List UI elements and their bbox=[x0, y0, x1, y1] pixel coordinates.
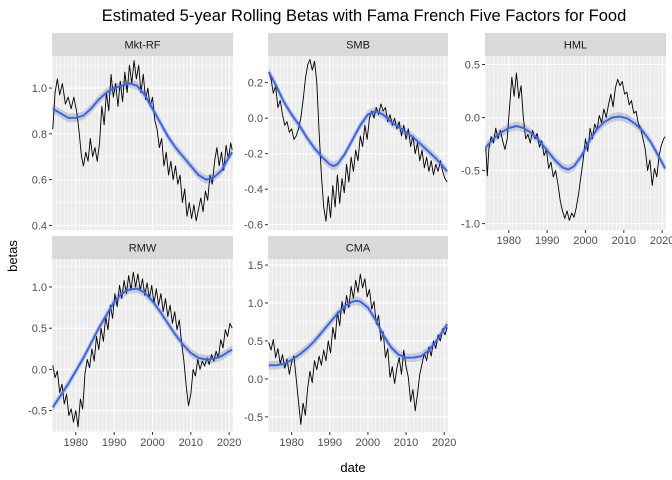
series-line-smooth bbox=[52, 287, 233, 408]
x-tick-label: 2020 bbox=[432, 437, 456, 449]
y-tick-label: 0.6 bbox=[32, 175, 47, 187]
facet-strip-label: Mkt-RF bbox=[124, 40, 160, 52]
x-tick-label: 1980 bbox=[64, 437, 88, 449]
y-tick-label: 0.0 bbox=[248, 113, 263, 125]
y-tick-label: 0.2 bbox=[248, 78, 263, 90]
panel-cma: CMA -0.5 0.0 0.5 1.0 1.5 1980 1990 2000 2010 2020 bbox=[244, 236, 456, 449]
y-tick-label: 1.0 bbox=[32, 83, 47, 95]
x-tick-label: 1990 bbox=[318, 437, 342, 449]
chart-title: Estimated 5-year Rolling Betas with Fama… bbox=[102, 7, 627, 25]
series-line-beta bbox=[268, 273, 448, 425]
x-tick-label: 2020 bbox=[650, 235, 672, 247]
y-tick-label: 1.5 bbox=[248, 260, 263, 272]
facet-panels: Mkt-RF 0.4 0.6 0.8 1.0 SMB -0.6 -0.4 -0.2 0.0 0.2 H… bbox=[28, 33, 672, 449]
y-tick-label: -0.2 bbox=[244, 149, 263, 161]
x-tick-label: 2000 bbox=[573, 235, 597, 247]
facet-strip-label: CMA bbox=[346, 243, 371, 255]
facet-strip bbox=[268, 33, 448, 56]
y-tick-label: 0.0 bbox=[248, 374, 263, 386]
y-tick-label: 0.0 bbox=[465, 113, 480, 125]
x-axis-label: date bbox=[340, 460, 365, 475]
panel-hml: HML -1.0 -0.5 0.0 0.5 1980 1990 2000 2010 2020 bbox=[461, 33, 672, 247]
panel-smb: SMB -0.6 -0.4 -0.2 0.0 0.2 bbox=[244, 33, 449, 232]
panel-background bbox=[52, 56, 233, 230]
panel-series bbox=[485, 72, 666, 221]
x-tick-label: 2000 bbox=[356, 437, 380, 449]
y-tick-label: 0.8 bbox=[32, 129, 47, 141]
x-tick-label: 2010 bbox=[179, 437, 203, 449]
x-tick-label: 1980 bbox=[497, 235, 521, 247]
y-tick-label: 0.5 bbox=[32, 323, 47, 335]
x-tick-label: 2000 bbox=[140, 437, 164, 449]
series-line-beta bbox=[52, 271, 233, 428]
series-line-beta bbox=[268, 59, 448, 222]
y-tick-label: 0.0 bbox=[32, 364, 47, 376]
confidence-band bbox=[52, 79, 233, 184]
facet-strip bbox=[268, 236, 448, 259]
facet-strip bbox=[52, 236, 233, 259]
y-tick-label: -0.5 bbox=[28, 406, 47, 418]
x-tick-label: 2010 bbox=[394, 437, 418, 449]
panel-background bbox=[268, 259, 448, 432]
panel-rmw: RMW -0.5 0.0 0.5 1.0 1980 1990 2000 2010 2020 bbox=[28, 236, 241, 449]
panel-background bbox=[52, 259, 233, 432]
series-line-smooth bbox=[268, 299, 448, 367]
x-tick-label: 1980 bbox=[279, 437, 303, 449]
panel-series bbox=[52, 271, 233, 428]
y-tick-label: -1.0 bbox=[461, 219, 480, 231]
series-line-smooth bbox=[268, 71, 448, 173]
panel-series bbox=[268, 59, 448, 222]
panel-series bbox=[268, 273, 448, 425]
x-tick-label: 2010 bbox=[612, 235, 636, 247]
facet-strip-label: SMB bbox=[346, 40, 370, 52]
series-line-beta bbox=[52, 60, 233, 222]
y-tick-label: 0.4 bbox=[32, 220, 47, 232]
y-tick-label: -0.5 bbox=[244, 412, 263, 424]
x-tick-label: 2020 bbox=[217, 437, 241, 449]
facet-strip-label: HML bbox=[564, 40, 587, 52]
y-tick-label: -0.6 bbox=[244, 220, 263, 232]
confidence-band bbox=[268, 67, 448, 176]
y-tick-label: -0.5 bbox=[461, 166, 480, 178]
y-tick-label: 0.5 bbox=[465, 59, 480, 71]
series-line-smooth bbox=[485, 115, 666, 171]
panel-series bbox=[52, 60, 233, 222]
facet-strip bbox=[52, 33, 233, 56]
confidence-band bbox=[485, 112, 666, 174]
facet-strip bbox=[485, 33, 666, 56]
y-tick-label: -0.4 bbox=[244, 184, 263, 196]
y-tick-label: 1.0 bbox=[32, 282, 47, 294]
panel-mkt-rf: Mkt-RF 0.4 0.6 0.8 1.0 bbox=[32, 33, 234, 232]
y-tick-label: 1.0 bbox=[248, 298, 263, 310]
y-tick-label: 0.5 bbox=[248, 336, 263, 348]
x-tick-label: 1990 bbox=[535, 235, 559, 247]
series-line-smooth bbox=[52, 82, 233, 181]
x-tick-label: 1990 bbox=[102, 437, 126, 449]
facet-strip-label: RMW bbox=[129, 243, 157, 255]
series-line-beta bbox=[485, 72, 666, 221]
y-axis-label: betas bbox=[5, 240, 20, 272]
